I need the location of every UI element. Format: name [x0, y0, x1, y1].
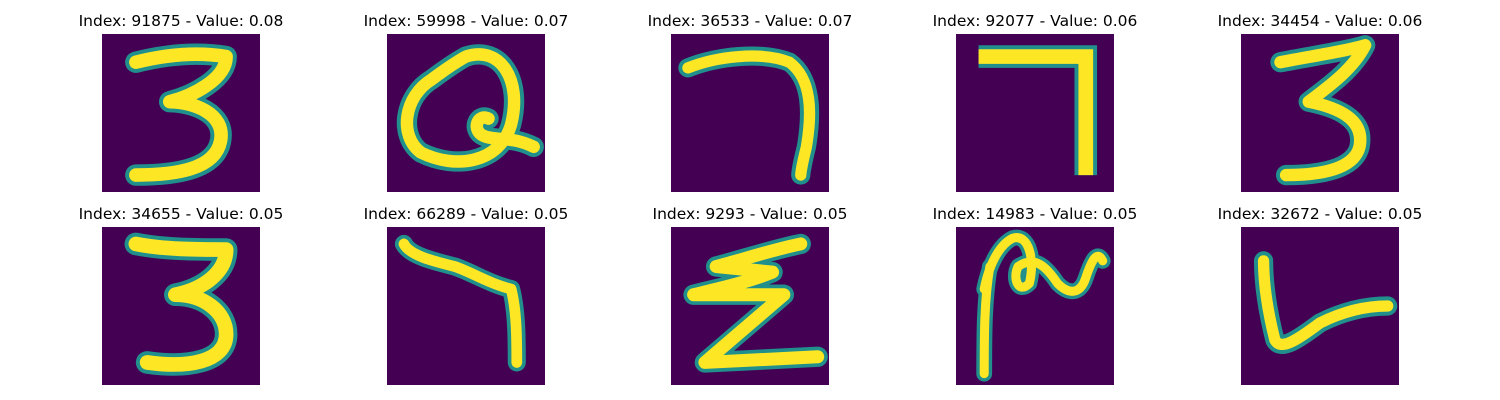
panel-title: Index: 66289 - Value: 0.05 [364, 205, 569, 223]
panel-title: Index: 14983 - Value: 0.05 [933, 205, 1138, 223]
panel-title: Index: 32672 - Value: 0.05 [1218, 205, 1423, 223]
digit-image [671, 227, 829, 385]
digit-image [387, 34, 545, 192]
digit-panel: Index: 36533 - Value: 0.07 [670, 12, 830, 202]
digit-panel: Index: 14983 - Value: 0.05 [955, 205, 1115, 395]
digit-panel: Index: 92077 - Value: 0.06 [955, 12, 1115, 202]
digit-image [102, 227, 260, 385]
digit-image [387, 227, 545, 385]
panel-title: Index: 34655 - Value: 0.05 [79, 205, 284, 223]
digit-panel: Index: 32672 - Value: 0.05 [1240, 205, 1400, 395]
panel-title: Index: 9293 - Value: 0.05 [653, 205, 848, 223]
digit-panel: Index: 91875 - Value: 0.08 [101, 12, 261, 202]
digit-panel: Index: 59998 - Value: 0.07 [386, 12, 546, 202]
panel-title: Index: 34454 - Value: 0.06 [1218, 12, 1423, 30]
digit-image [1241, 34, 1399, 192]
panel-title: Index: 59998 - Value: 0.07 [364, 12, 569, 30]
digit-panel: Index: 66289 - Value: 0.05 [386, 205, 546, 395]
panel-title: Index: 36533 - Value: 0.07 [648, 12, 853, 30]
digit-panel: Index: 34655 - Value: 0.05 [101, 205, 261, 395]
digit-panel: Index: 34454 - Value: 0.06 [1240, 12, 1400, 202]
digit-image [671, 34, 829, 192]
digit-image [102, 34, 260, 192]
digit-image [1241, 227, 1399, 385]
digit-image [956, 34, 1114, 192]
digit-panel: Index: 9293 - Value: 0.05 [670, 205, 830, 395]
digit-image [956, 227, 1114, 385]
panel-title: Index: 91875 - Value: 0.08 [79, 12, 284, 30]
panel-title: Index: 92077 - Value: 0.06 [933, 12, 1138, 30]
